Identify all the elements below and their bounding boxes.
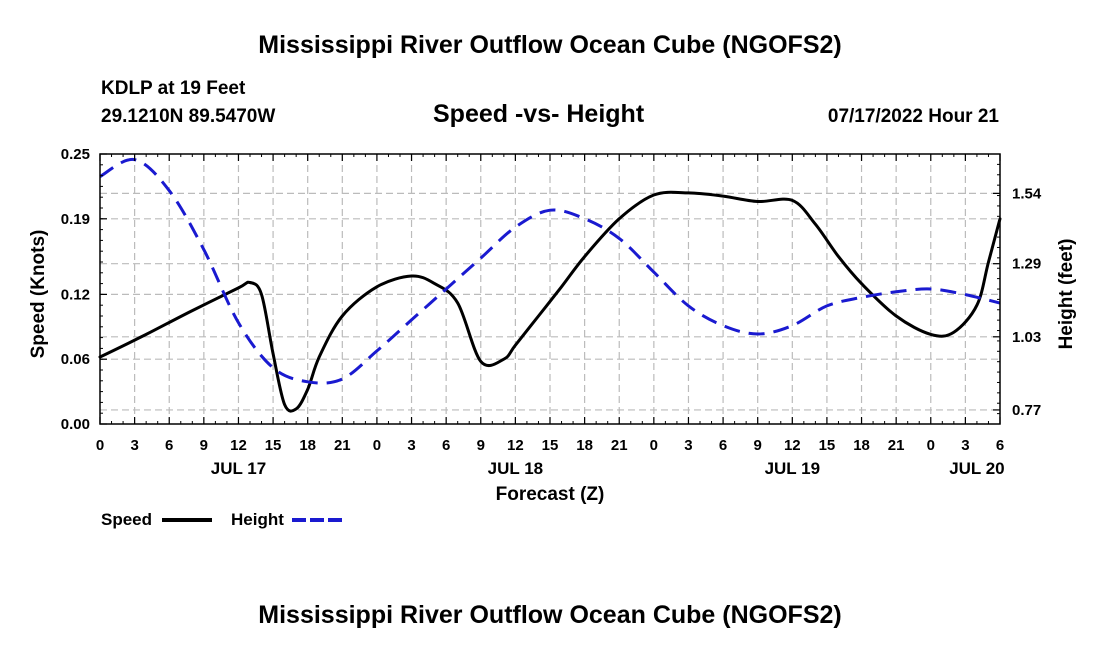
x-tick-label: 18	[853, 437, 870, 454]
x-tick-label: 15	[265, 437, 282, 454]
day-label: JUL 17	[211, 459, 266, 478]
x-tick-label: 6	[996, 437, 1004, 454]
x-tick-label: 6	[442, 437, 450, 454]
x-tick-label: 0	[96, 437, 104, 454]
legend-height-label: Height	[231, 510, 284, 529]
station-coordinates: 29.1210N 89.5470W	[101, 106, 276, 127]
x-tick-label: 0	[927, 437, 935, 454]
x-tick-label: 3	[684, 437, 692, 454]
x-tick-label: 12	[784, 437, 801, 454]
series-line-speed	[98, 190, 1002, 413]
x-tick-label: 0	[650, 437, 658, 454]
x-tick-label: 6	[165, 437, 173, 454]
y-tick-label: 0.06	[61, 351, 90, 368]
x-tick-label: 9	[200, 437, 208, 454]
x-tick-label: 15	[819, 437, 836, 454]
x-tick-label: 0	[373, 437, 381, 454]
series-line-height	[99, 158, 1001, 385]
x-tick-label: 21	[334, 437, 351, 454]
x-tick-label: 18	[299, 437, 316, 454]
x-tick-label: 18	[576, 437, 593, 454]
y-axis-title: Speed (Knots)	[28, 230, 49, 359]
y2-tick-label: 1.29	[1012, 256, 1041, 273]
x-tick-label: 3	[961, 437, 969, 454]
station-label: KDLP at 19 Feet	[101, 78, 246, 99]
day-label: JUL 20	[949, 459, 1004, 478]
x-tick-label: 9	[754, 437, 762, 454]
day-label: JUL 19	[765, 459, 820, 478]
x-tick-label: 3	[407, 437, 415, 454]
forecast-datetime: 07/17/2022 Hour 21	[827, 106, 999, 127]
footer-title: Mississippi River Outflow Ocean Cube (NG…	[258, 601, 842, 629]
legend-speed-label: Speed	[101, 510, 153, 529]
x-tick-label: 3	[130, 437, 138, 454]
chart-subtitle: Speed -vs- Height	[433, 100, 645, 128]
y-tick-label: 0.25	[61, 146, 90, 163]
x-tick-label: 6	[719, 437, 727, 454]
x-tick-label: 15	[542, 437, 559, 454]
legend-speed-swatch	[162, 518, 212, 522]
y-tick-label: 0.12	[61, 286, 90, 303]
speed-height-chart: 0 3 6 9 12 15 18 21 0 3 6 9 12 15 18 21 0 3 6 9 12 15 18 21 0 3 6 0…	[28, 146, 1077, 505]
x-axis-title: Forecast (Z)	[496, 484, 605, 505]
x-tick-label: 21	[611, 437, 628, 454]
x-tick-label: 12	[230, 437, 247, 454]
y2-tick-label: 1.03	[1012, 329, 1041, 346]
y2-tick-label: 0.77	[1012, 402, 1041, 419]
legend-height-swatch	[292, 518, 342, 522]
x-tick-label: 12	[507, 437, 524, 454]
y2-axis-title: Height (feet)	[1056, 239, 1077, 350]
x-tick-label: 21	[888, 437, 905, 454]
y-tick-label: 0.19	[61, 211, 90, 228]
y2-tick-label: 1.54	[1012, 185, 1042, 202]
day-label: JUL 18	[488, 459, 543, 478]
y-tick-label: 0.00	[61, 416, 90, 433]
x-tick-label: 9	[477, 437, 485, 454]
chart-title: Mississippi River Outflow Ocean Cube (NG…	[258, 31, 842, 59]
